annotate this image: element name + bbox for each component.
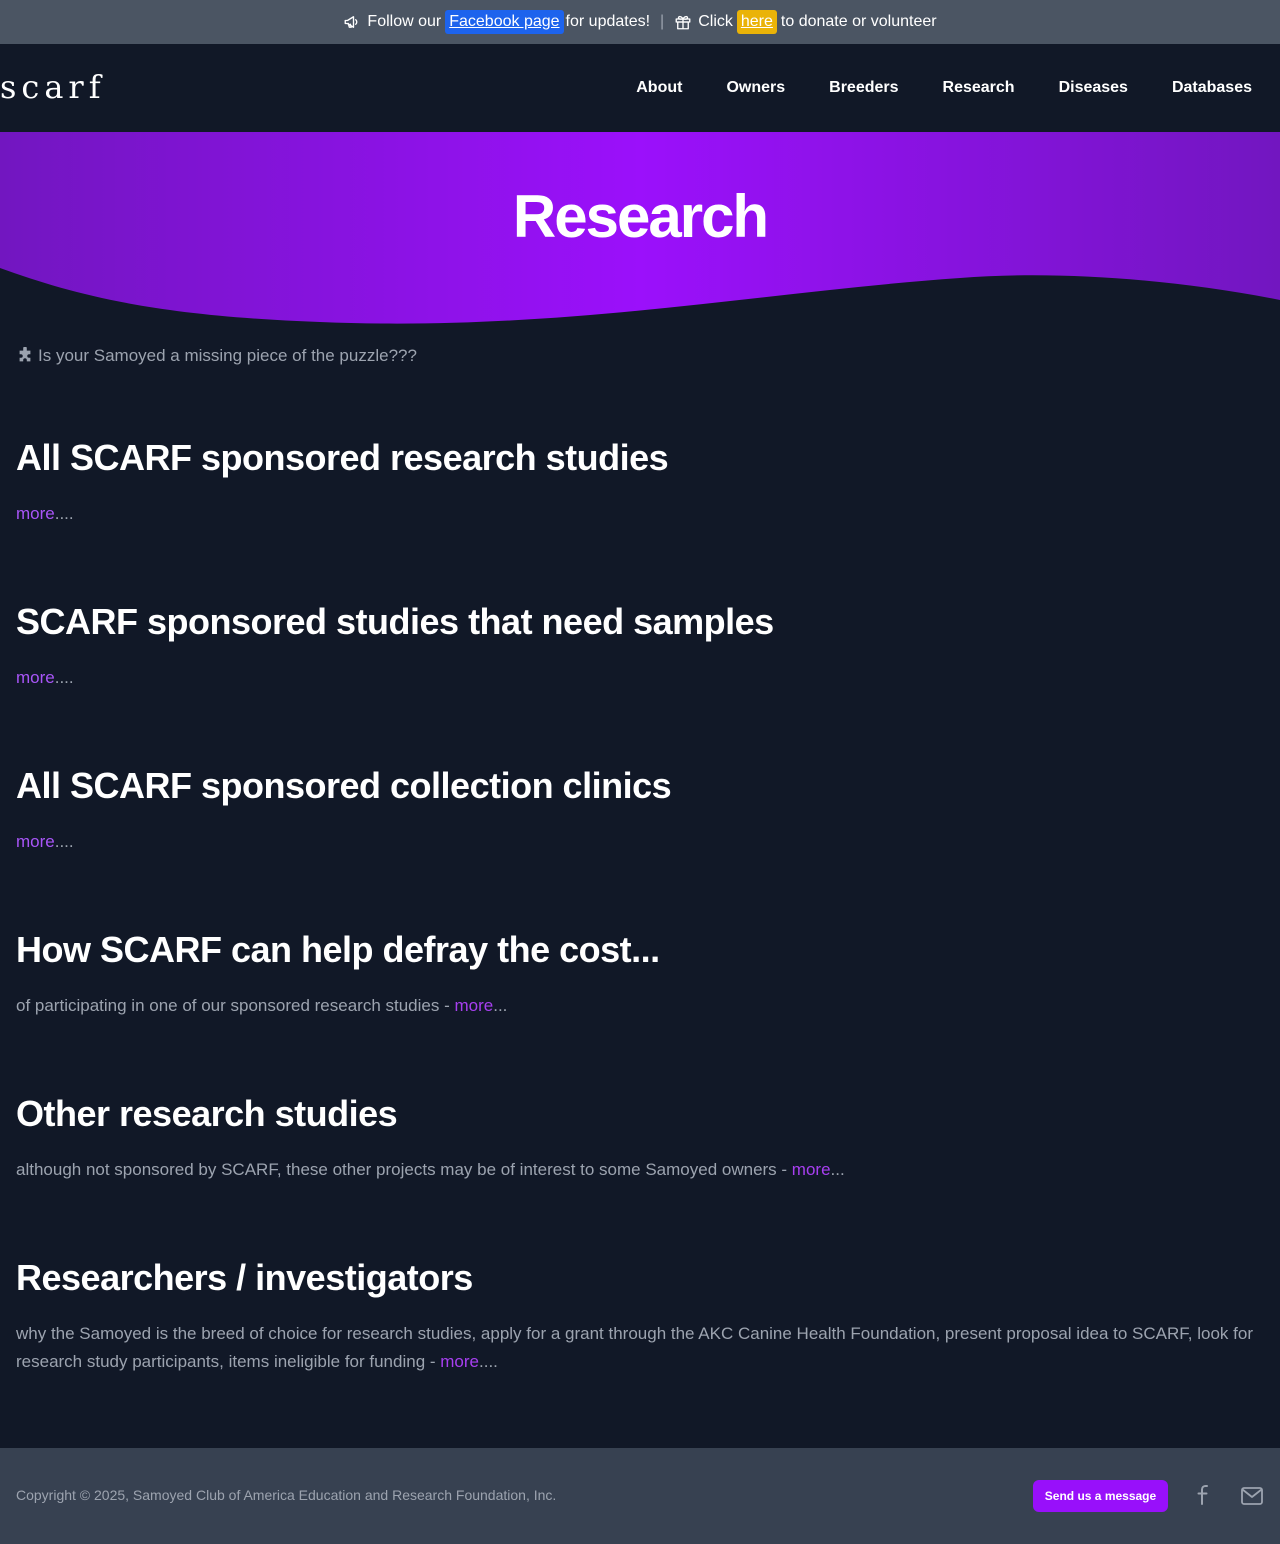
section-description: although not sponsored by SCARF, these o… [16, 1156, 1264, 1184]
more-link[interactable]: more [454, 996, 494, 1015]
nav-item-research[interactable]: Research [942, 79, 1015, 96]
ellipsis: .... [54, 668, 74, 687]
nav-item-databases[interactable]: Databases [1171, 79, 1252, 96]
logo[interactable]: scarf [0, 68, 106, 106]
send-message-button[interactable]: Send us a message [1033, 1480, 1168, 1512]
gift-icon [674, 13, 692, 31]
section-other-research: Other research studies although not spon… [16, 1092, 1264, 1184]
hero-banner: Research [0, 132, 1280, 332]
section-heading: All SCARF sponsored collection clinics [16, 765, 672, 806]
section-heading: Other research studies [16, 1093, 398, 1134]
ellipsis: .... [54, 832, 74, 851]
section-description: more.... [16, 664, 1264, 692]
more-link[interactable]: more [440, 1352, 479, 1371]
megaphone-icon [343, 13, 361, 31]
click-prefix: Click [698, 13, 733, 30]
section-text: although not sponsored by SCARF, these o… [16, 1160, 792, 1179]
section-collection-clinics: All SCARF sponsored collection clinics m… [16, 764, 1264, 856]
footer: Copyright © 2025, Samoyed Club of Americ… [0, 1448, 1280, 1544]
section-heading: SCARF sponsored studies that need sample… [16, 601, 774, 642]
section-sponsored-studies: All SCARF sponsored research studies mor… [16, 436, 1264, 528]
section-heading: How SCARF can help defray the cost... [16, 929, 660, 970]
section-description: why the Samoyed is the breed of choice f… [16, 1320, 1264, 1376]
section-researchers: Researchers / investigators why the Samo… [16, 1256, 1264, 1376]
copyright-text: Copyright © 2025, Samoyed Club of Americ… [16, 1487, 557, 1503]
section-description: more.... [16, 828, 1264, 856]
puzzle-callout: Is your Samoyed a missing piece of the p… [16, 346, 417, 366]
hero-wave-background [0, 132, 1280, 324]
page-title: Research [512, 183, 769, 250]
mail-icon[interactable] [1240, 1486, 1264, 1511]
ellipsis: .... [479, 1352, 498, 1371]
nav-item-owners[interactable]: Owners [726, 79, 786, 96]
main-nav: About Owners Breeders Research Diseases … [636, 44, 1252, 132]
ellipsis: ... [493, 996, 508, 1015]
announcement-bar: Follow our Facebook page for updates! | … [0, 0, 1280, 44]
ellipsis: .... [54, 504, 74, 523]
more-link[interactable]: more [16, 668, 55, 687]
navbar: scarf About Owners Breeders Research Dis… [0, 44, 1280, 132]
follow-suffix: for updates! [565, 13, 651, 30]
section-need-samples: SCARF sponsored studies that need sample… [16, 600, 1264, 692]
separator: | [660, 13, 665, 30]
nav-item-diseases[interactable]: Diseases [1058, 79, 1128, 96]
section-text: why the Samoyed is the breed of choice f… [16, 1324, 1253, 1371]
section-defray-cost: How SCARF can help defray the cost... of… [16, 928, 1264, 1020]
section-text: of participating in one of our sponsored… [16, 996, 455, 1015]
more-link[interactable]: more [16, 504, 55, 523]
section-description: of participating in one of our sponsored… [16, 992, 1264, 1020]
section-heading: Researchers / investigators [16, 1257, 473, 1298]
follow-prefix: Follow our [367, 13, 442, 30]
more-link[interactable]: more [16, 832, 55, 851]
section-description: more.... [16, 500, 1264, 528]
ellipsis: ... [830, 1160, 845, 1179]
more-link[interactable]: more [791, 1160, 831, 1179]
nav-item-about[interactable]: About [636, 79, 683, 96]
section-heading: All SCARF sponsored research studies [16, 437, 669, 478]
facebook-page-link[interactable]: Facebook page [445, 10, 564, 34]
nav-item-breeders[interactable]: Breeders [829, 79, 899, 96]
facebook-icon[interactable] [1196, 1484, 1212, 1511]
puzzle-text: Is your Samoyed a missing piece of the p… [38, 346, 417, 365]
puzzle-icon [16, 347, 34, 365]
donate-here-link[interactable]: here [736, 10, 777, 34]
click-suffix: to donate or volunteer [780, 13, 937, 30]
